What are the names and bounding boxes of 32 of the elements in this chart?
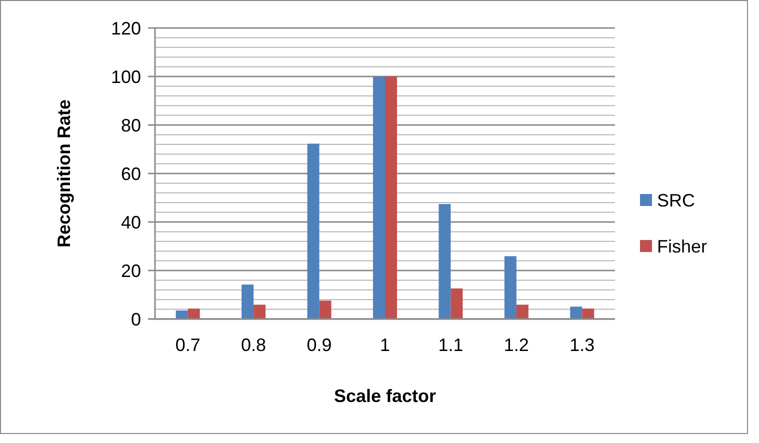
x-tick-label: 0.9 (306, 335, 332, 355)
x-axis-title: Scale factor (334, 386, 436, 406)
x-tick-label: 0.8 (241, 335, 266, 355)
bar (450, 288, 463, 319)
bar (319, 300, 332, 319)
bar (176, 310, 188, 319)
y-tick-label: 0 (130, 309, 141, 330)
bar (504, 256, 516, 319)
legend-label: Fisher (657, 236, 708, 256)
bar (385, 76, 397, 319)
x-tick-label: 1 (380, 335, 390, 355)
x-tick-label: 0.7 (175, 335, 200, 355)
bar (188, 308, 200, 319)
bar (438, 204, 451, 319)
y-axis-title: Recognition Rate (54, 99, 74, 248)
bar (570, 306, 582, 319)
bar (254, 304, 266, 319)
bar (516, 304, 528, 319)
x-tick-label: 1.2 (504, 335, 529, 355)
y-tick-label: 20 (120, 260, 141, 281)
legend-label: SRC (657, 190, 696, 210)
y-tick-label: 80 (120, 115, 141, 136)
y-tick-label: 60 (120, 164, 141, 184)
x-tick-label: 1.1 (438, 335, 464, 355)
x-tick-label: 1.3 (570, 335, 595, 355)
y-tick-label: 40 (120, 212, 141, 232)
y-tick-label: 100 (110, 66, 141, 87)
bar (582, 308, 594, 319)
bar (242, 284, 254, 319)
y-tick-label: 120 (110, 18, 141, 38)
bar (307, 144, 320, 319)
bar (373, 76, 385, 319)
